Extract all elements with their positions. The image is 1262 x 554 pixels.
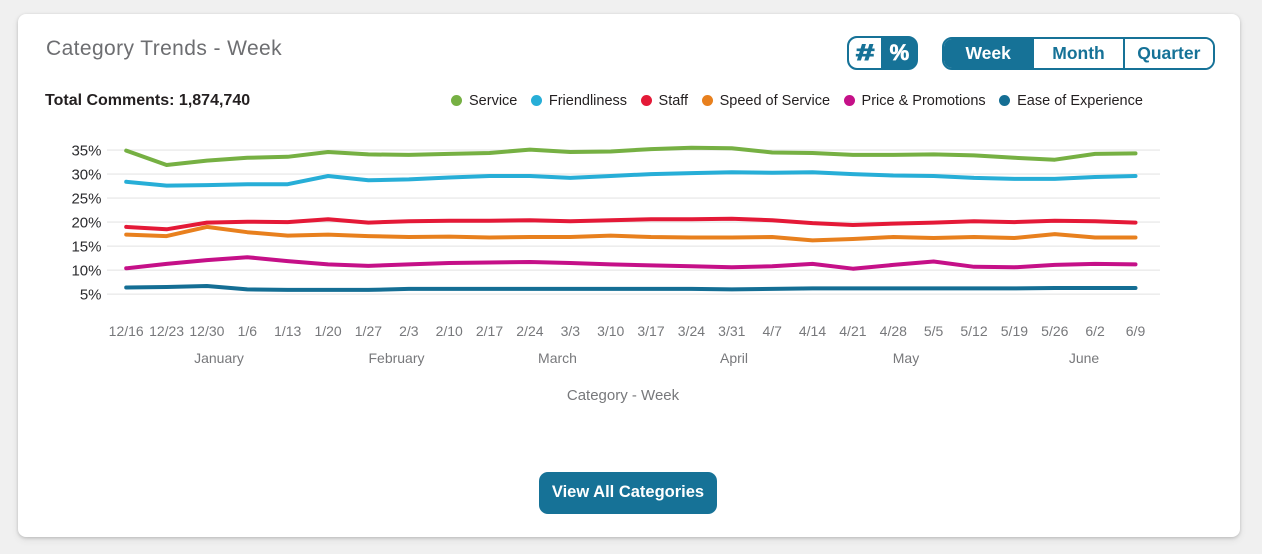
- svg-text:2/10: 2/10: [436, 323, 463, 339]
- svg-text:3/3: 3/3: [561, 323, 581, 339]
- svg-text:1/13: 1/13: [274, 323, 301, 339]
- svg-text:6/9: 6/9: [1126, 323, 1146, 339]
- svg-text:2/17: 2/17: [476, 323, 503, 339]
- svg-text:2/3: 2/3: [399, 323, 419, 339]
- svg-text:March: March: [538, 350, 577, 366]
- svg-text:12/16: 12/16: [109, 323, 144, 339]
- svg-text:25%: 25%: [71, 190, 101, 207]
- svg-text:10%: 10%: [71, 262, 101, 279]
- svg-text:April: April: [720, 350, 748, 366]
- svg-text:4/14: 4/14: [799, 323, 826, 339]
- svg-text:June: June: [1069, 350, 1100, 366]
- svg-text:6/2: 6/2: [1085, 323, 1105, 339]
- svg-text:20%: 20%: [71, 214, 101, 231]
- svg-text:1/27: 1/27: [355, 323, 382, 339]
- svg-text:4/7: 4/7: [762, 323, 782, 339]
- svg-text:5/5: 5/5: [924, 323, 944, 339]
- svg-text:12/30: 12/30: [189, 323, 224, 339]
- svg-text:2/24: 2/24: [516, 323, 543, 339]
- svg-text:5/19: 5/19: [1001, 323, 1028, 339]
- svg-text:February: February: [368, 350, 424, 366]
- svg-text:15%: 15%: [71, 238, 101, 255]
- svg-text:5/26: 5/26: [1041, 323, 1068, 339]
- svg-text:30%: 30%: [71, 166, 101, 183]
- svg-text:May: May: [893, 350, 919, 366]
- svg-text:1/6: 1/6: [238, 323, 258, 339]
- svg-text:3/10: 3/10: [597, 323, 624, 339]
- svg-text:5/12: 5/12: [960, 323, 987, 339]
- svg-text:January: January: [194, 350, 244, 366]
- svg-text:5%: 5%: [80, 286, 102, 303]
- svg-text:4/28: 4/28: [880, 323, 907, 339]
- svg-text:3/31: 3/31: [718, 323, 745, 339]
- svg-text:4/21: 4/21: [839, 323, 866, 339]
- svg-text:12/23: 12/23: [149, 323, 184, 339]
- svg-text:35%: 35%: [71, 142, 101, 159]
- svg-text:1/20: 1/20: [314, 323, 341, 339]
- svg-text:3/24: 3/24: [678, 323, 705, 339]
- svg-text:3/17: 3/17: [637, 323, 664, 339]
